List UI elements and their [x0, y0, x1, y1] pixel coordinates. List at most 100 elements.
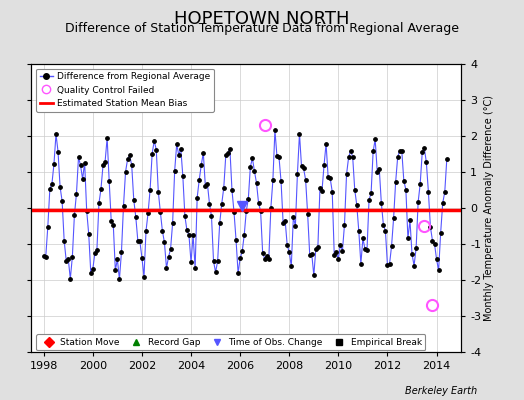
Point	[283, 242, 291, 248]
Point	[396, 147, 404, 154]
Point	[41, 253, 50, 260]
Point	[64, 256, 72, 262]
Point	[324, 174, 332, 180]
Point	[39, 252, 48, 259]
Point	[50, 161, 58, 167]
Point	[353, 202, 361, 208]
Point	[168, 220, 177, 226]
Point	[303, 211, 312, 218]
Point	[439, 200, 447, 206]
Point	[165, 254, 173, 260]
Point	[66, 276, 74, 282]
Point	[373, 168, 381, 175]
Point	[174, 152, 183, 158]
Point	[232, 237, 240, 243]
Point	[410, 262, 418, 269]
Point	[430, 241, 439, 247]
Point	[132, 214, 140, 220]
Point	[340, 222, 348, 228]
Point	[156, 209, 165, 215]
Point	[146, 186, 154, 193]
Point	[355, 228, 363, 234]
Point	[394, 154, 402, 160]
Point	[52, 131, 60, 137]
Point	[412, 245, 420, 252]
Point	[211, 269, 220, 275]
Legend: Station Move, Record Gap, Time of Obs. Change, Empirical Break: Station Move, Record Gap, Time of Obs. C…	[36, 334, 425, 350]
Point	[136, 238, 144, 245]
Point	[253, 180, 261, 186]
Point	[199, 150, 208, 156]
Point	[226, 146, 234, 152]
Point	[308, 251, 316, 257]
Point	[293, 170, 302, 177]
Point	[58, 198, 67, 204]
Point	[281, 218, 289, 224]
Point	[351, 186, 359, 193]
Point	[167, 246, 175, 252]
Point	[48, 181, 56, 187]
Point	[334, 256, 343, 262]
Point	[271, 127, 279, 133]
Point	[62, 258, 70, 264]
Point	[361, 246, 369, 252]
Point	[258, 249, 267, 256]
Point	[134, 238, 142, 244]
Point	[414, 199, 422, 205]
Point	[297, 163, 305, 170]
Point	[224, 150, 232, 156]
Point	[339, 247, 347, 254]
Point	[441, 189, 449, 195]
Point	[275, 154, 283, 161]
Point	[84, 231, 93, 237]
Y-axis label: Monthly Temperature Anomaly Difference (°C): Monthly Temperature Anomaly Difference (…	[484, 95, 494, 321]
Point	[332, 249, 341, 256]
Point	[82, 208, 91, 214]
Point	[127, 162, 136, 168]
Point	[273, 153, 281, 160]
Point	[191, 265, 199, 271]
Point	[328, 188, 336, 195]
Point	[375, 166, 384, 172]
Point	[185, 232, 193, 238]
Point	[115, 276, 124, 283]
Point	[150, 138, 158, 144]
Point	[208, 213, 216, 220]
Point	[210, 258, 218, 264]
Point	[197, 162, 205, 168]
Point	[316, 185, 324, 192]
Point	[379, 222, 388, 228]
Point	[125, 152, 134, 159]
Point	[77, 162, 85, 169]
Point	[310, 272, 318, 278]
Point	[43, 224, 52, 230]
Point	[434, 267, 443, 274]
Point	[170, 168, 179, 174]
Point	[220, 184, 228, 191]
Point	[330, 252, 339, 258]
Point	[154, 188, 162, 195]
Point	[296, 130, 304, 137]
Point	[86, 270, 95, 276]
Point	[183, 227, 191, 234]
Point	[124, 156, 132, 162]
Point	[129, 196, 138, 203]
Point	[400, 178, 408, 184]
Point	[301, 176, 310, 183]
Point	[265, 256, 273, 262]
Point	[387, 243, 396, 250]
Point	[403, 235, 412, 242]
Point	[238, 248, 246, 255]
Point	[369, 148, 377, 154]
Point	[189, 232, 197, 238]
Point	[443, 156, 451, 162]
Point	[72, 190, 81, 197]
Point	[230, 209, 238, 215]
Point	[377, 200, 386, 206]
Point	[117, 248, 126, 255]
Point	[240, 232, 248, 238]
Point	[389, 215, 398, 222]
Point	[428, 238, 436, 244]
Point	[172, 141, 181, 147]
Point	[246, 163, 255, 170]
